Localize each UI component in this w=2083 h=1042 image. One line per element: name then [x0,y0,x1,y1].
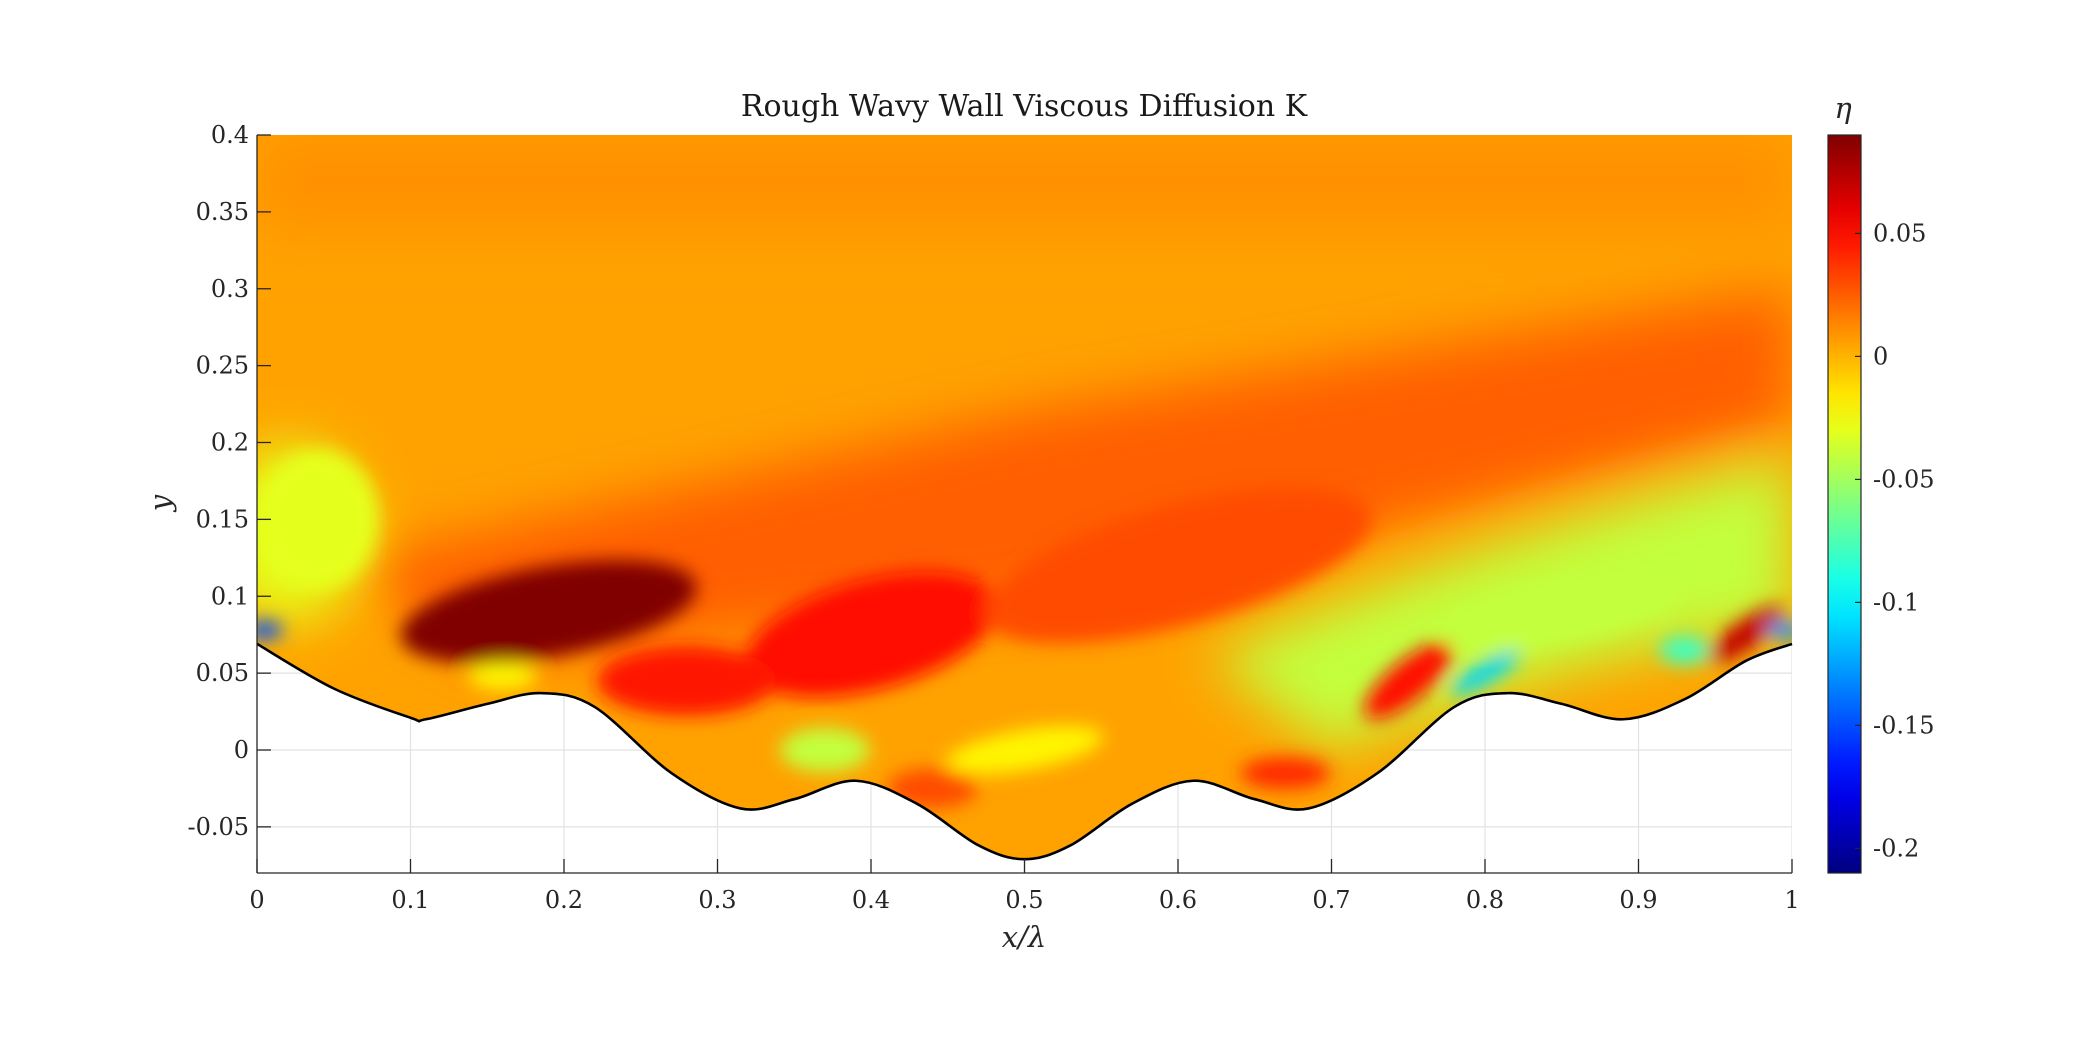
field-feature [1659,636,1710,665]
colorbar-tick-label: -0.05 [1873,465,1935,493]
x-tick-label: 0.3 [698,886,736,914]
y-tick-label: 0.4 [211,121,249,149]
field-feature [945,725,1104,775]
field-feature [984,487,1372,644]
x-tick-label: 0.4 [852,886,890,914]
wall-solid-region [257,643,1792,873]
field-feature [1450,651,1520,695]
x-tick-label: 0.9 [1619,886,1657,914]
y-tick-label: 0.35 [196,198,249,226]
field-feature [1364,642,1453,720]
x-axis-label: x/λ [1002,920,1047,954]
y-tick-label: 0 [234,736,249,764]
field-feature [744,571,998,698]
y-tick-label: 0.3 [211,275,249,303]
x-tick-label: 1 [1784,886,1799,914]
y-tick-label: 0.25 [196,352,249,380]
x-tick-label: 0.1 [391,886,429,914]
field-local-structures [257,449,1792,809]
y-tick-label: 0.2 [211,429,249,457]
x-tick-label: 0.8 [1466,886,1504,914]
y-tick-label: 0.15 [196,505,249,533]
field-feature [1708,606,1784,663]
field-feature [779,728,870,772]
heatmap-field [257,135,1792,873]
field-feature [596,645,777,716]
field-band [333,288,1792,658]
field-feature [1766,621,1792,640]
field-feature [400,560,697,664]
colorbar-tick-label: -0.1 [1873,588,1919,616]
y-tick-label: 0.1 [211,582,249,610]
y-axis-label: y [143,494,177,513]
chart-title: Rough Wavy Wall Viscous Diffusion K [741,89,1308,124]
field-band [257,135,1792,228]
field-feature [1240,757,1331,790]
x-tick-label: 0.2 [545,886,583,914]
colorbar-tick-label: 0 [1873,342,1888,370]
axes: 0 0.1 0.2 0.3 0.4 0.5 0.6 0.7 0.8 0.9 1 -0.05 0 0.05 0… [187,121,1799,914]
x-tick-label: 0.6 [1159,886,1197,914]
x-tick-label: 0 [249,886,264,914]
field-feature [257,621,283,640]
y-tick-label: 0.05 [196,659,249,687]
field-feature [258,449,379,590]
x-tick-label: 0.5 [1005,886,1043,914]
field-feature [887,768,978,809]
colorbar: 0.05 0 -0.05 -0.1 -0.15 -0.2 [1827,134,1935,874]
y-tick-label: -0.05 [187,813,249,841]
colorbar-tick-label: -0.2 [1873,834,1919,862]
field-feature [1443,575,1681,648]
colorbar-label: η [1834,91,1852,125]
field-feature [467,662,538,691]
colorbar-bar [1827,134,1862,874]
colorbar-tick-label: -0.15 [1873,711,1935,739]
colorbar-tick-label: 0.05 [1873,219,1926,247]
x-tick-label: 0.7 [1312,886,1350,914]
